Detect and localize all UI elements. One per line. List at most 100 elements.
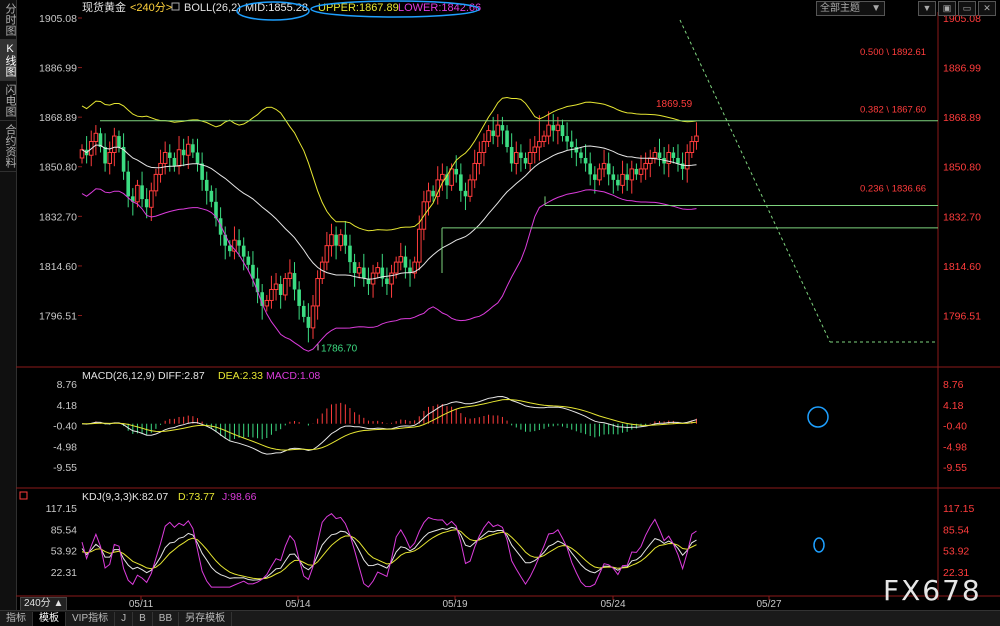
toolbar-item-3[interactable]: 合约资料 [0, 121, 16, 172]
candle [445, 166, 449, 200]
candle [666, 144, 672, 178]
bottom-tab-2[interactable]: VIP指标 [66, 611, 116, 626]
kdj-axis-left-label: 117.15 [46, 503, 77, 515]
candle [264, 294, 270, 312]
candle-body [532, 146, 538, 153]
candle-body [579, 152, 583, 158]
candle [643, 152, 648, 180]
price-axis-right-label: 1886.99 [943, 63, 981, 75]
candle-body [237, 240, 241, 246]
bottom-tab-0[interactable]: 指标 [0, 611, 33, 626]
candle-body [218, 218, 223, 235]
kdj-highlight-circle [813, 537, 825, 553]
candle-body [459, 174, 463, 191]
candle [329, 223, 334, 257]
candle-body [694, 135, 699, 143]
candle [310, 294, 316, 339]
x-axis-label: 05/11 [129, 599, 154, 610]
candle [389, 264, 394, 298]
maximize-icon[interactable]: ▭ [958, 1, 976, 16]
price-axis-left-label: 1886.99 [39, 63, 77, 75]
candle [519, 144, 523, 172]
candle [200, 152, 204, 191]
kdj-title: KDJ(9,3,3) [82, 491, 132, 503]
candle [195, 138, 200, 172]
bottom-tab-6[interactable]: 另存模板 [179, 611, 233, 626]
bottom-tab-1[interactable]: 模板 [33, 611, 66, 626]
macd-macd-value: MACD:1.08 [266, 370, 320, 382]
candle-body [264, 299, 270, 307]
triangle-up-icon: ▲ [53, 598, 64, 609]
candle-body [634, 168, 639, 175]
candle [671, 147, 676, 164]
kdj-j-line [81, 513, 697, 588]
candle-body [223, 234, 228, 246]
fib-label: 0.500 \ 1892.61 [860, 47, 926, 58]
candle [440, 163, 445, 191]
high-price-label: 1869.59 [656, 99, 693, 110]
macd-axis-left-label: 4.18 [57, 400, 78, 412]
candle-body [491, 130, 495, 137]
candle [477, 141, 482, 175]
candle-body [144, 199, 149, 208]
toolbar-item-0[interactable]: 分时图 [0, 0, 16, 40]
candle [144, 188, 149, 219]
kdj-d-line [81, 529, 697, 580]
close-icon[interactable]: ✕ [978, 1, 996, 16]
boll-mid-value: MID:1855.28 [245, 2, 308, 14]
bottom-tab-3[interactable]: J [115, 611, 134, 626]
candle-body [416, 228, 422, 263]
candle [278, 275, 283, 309]
candle [638, 155, 644, 183]
bottom-tab-4[interactable]: B [133, 611, 153, 626]
candle [555, 116, 561, 145]
candle-body [477, 151, 482, 164]
candle-body [486, 130, 491, 143]
price-axis-left-label: 1868.89 [39, 112, 77, 124]
candle [273, 273, 279, 301]
toolbar-item-1[interactable]: K线图 [0, 40, 16, 81]
bottom-tab-5[interactable]: BB [153, 611, 180, 626]
toolbar-item-2[interactable]: 闪电图 [0, 81, 16, 121]
candle-body [500, 125, 505, 131]
candle-body [445, 174, 449, 186]
chart-canvas[interactable]: 1905.08 1905.08 1886.99 1886.99 1868.89 1868.… [0, 0, 1000, 610]
candle-body [671, 152, 676, 158]
theme-select[interactable]: 全部主题 ▼ [816, 1, 885, 16]
candle [527, 138, 533, 172]
candle-body [356, 267, 362, 274]
candle-body [126, 171, 130, 197]
candle-body [601, 162, 607, 170]
bottom-tab-bar: 指标 模板 VIP指标 J B BB 另存模板 [0, 610, 1000, 626]
boll-lower-line [81, 188, 697, 352]
candle [287, 259, 293, 287]
candle [463, 182, 468, 211]
kdj-d-value: D:73.77 [178, 491, 215, 503]
macd-diff-value: DIFF:2.87 [158, 370, 205, 382]
candle [500, 116, 505, 145]
period-label[interactable]: 240分 ▲ [20, 597, 68, 611]
highlight-circle-mid [236, 1, 310, 21]
candle-body [315, 278, 320, 307]
candle [334, 226, 338, 260]
boll-lower-value: LOWER:1842.66 [398, 2, 481, 14]
candle-body [495, 124, 501, 137]
window-controls: ▼ ▣ ▭ ✕ [918, 1, 996, 16]
candle-body [306, 316, 311, 328]
candle-body [191, 144, 195, 153]
candle-body [167, 152, 172, 158]
trend-dashed-line [679, 19, 831, 343]
candle [380, 253, 385, 287]
macd-axis-right-label: 8.76 [943, 379, 964, 391]
candle [684, 144, 690, 183]
candle-body [131, 196, 135, 202]
candle [121, 133, 126, 180]
candle-body [329, 234, 334, 247]
dropdown-icon[interactable]: ▼ [918, 1, 936, 16]
candle-body [454, 168, 459, 175]
candle-body [449, 168, 454, 186]
macd-dea-line [81, 398, 697, 451]
candle [486, 125, 491, 148]
restore-icon[interactable]: ▣ [938, 1, 956, 16]
candle-body [362, 267, 366, 279]
